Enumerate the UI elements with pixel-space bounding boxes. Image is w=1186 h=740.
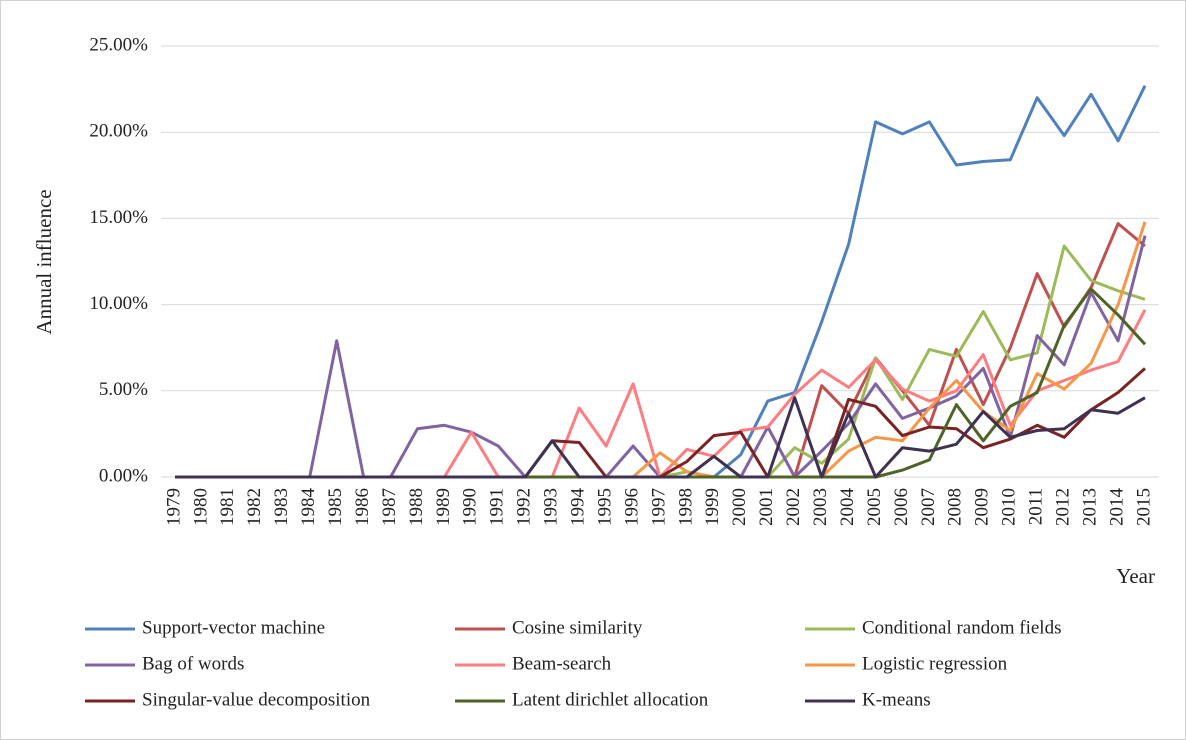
x-tick-label: 1990: [460, 488, 481, 526]
x-tick-label: 1994: [568, 488, 589, 527]
y-tick-label: 5.00%: [99, 379, 148, 400]
x-tick-label: 2001: [756, 488, 777, 526]
y-tick-label: 20.00%: [89, 121, 148, 142]
x-tick-label: 2004: [837, 488, 858, 527]
x-tick-label: 2005: [864, 488, 885, 526]
legend-label: Conditional random fields: [862, 617, 1061, 638]
legend-label: Logistic regression: [862, 653, 1008, 674]
x-tick-label: 1993: [541, 488, 562, 526]
x-tick-label: 2015: [1133, 488, 1154, 526]
y-tick-label: 10.00%: [89, 293, 148, 314]
x-tick-label: 2003: [810, 488, 831, 526]
x-tick-label: 1984: [298, 488, 319, 527]
x-tick-label: 1981: [217, 488, 238, 526]
x-tick-label: 1997: [648, 488, 669, 526]
x-tick-label: 1986: [352, 488, 373, 526]
x-tick-label: 1996: [621, 488, 642, 526]
x-tick-label: 2011: [1026, 488, 1047, 525]
x-tick-label: 2012: [1053, 488, 1074, 526]
y-tick-label: 0.00%: [99, 465, 148, 486]
x-tick-label: 1988: [406, 488, 427, 526]
legend-label: Singular-value decomposition: [142, 689, 371, 710]
legend-label: Bag of words: [142, 653, 244, 674]
legend-label: Latent dirichlet allocation: [512, 689, 709, 710]
x-tick-label: 1992: [514, 488, 535, 526]
x-tick-label: 1999: [702, 488, 723, 526]
legend-label: Beam-search: [512, 653, 612, 674]
x-tick-label: 1998: [675, 488, 696, 526]
series-line: [175, 396, 1146, 479]
x-tick-label: 1985: [325, 488, 346, 526]
x-tick-label: 2002: [783, 488, 804, 526]
x-tick-label: 1980: [190, 488, 211, 526]
x-tick-label: 1983: [271, 488, 292, 526]
x-tick-label: 2000: [729, 488, 750, 526]
x-tick-label: 2010: [999, 488, 1020, 526]
legend-label: Cosine similarity: [512, 617, 643, 638]
x-tick-label: 2008: [945, 488, 966, 526]
x-tick-label: 1982: [244, 488, 265, 526]
x-tick-label: 2014: [1106, 488, 1127, 527]
x-tick-label: 1995: [594, 488, 615, 526]
x-tick-label: 2013: [1079, 488, 1100, 526]
x-tick-label: 1987: [379, 488, 400, 526]
y-tick-label: 15.00%: [89, 207, 148, 228]
x-tick-label: 1991: [487, 488, 508, 526]
x-axis-label: Year: [1116, 564, 1155, 588]
y-axis-label: Annual influence: [32, 189, 56, 334]
x-tick-label: 1989: [433, 488, 454, 526]
x-tick-label: 2009: [972, 488, 993, 526]
legend-label: K-means: [862, 689, 931, 710]
legend-label: Support-vector machine: [142, 617, 325, 638]
y-tick-label: 25.00%: [89, 34, 148, 55]
x-tick-label: 2006: [891, 488, 912, 526]
x-tick-label: 1979: [163, 488, 184, 526]
x-tick-label: 2007: [918, 488, 939, 526]
